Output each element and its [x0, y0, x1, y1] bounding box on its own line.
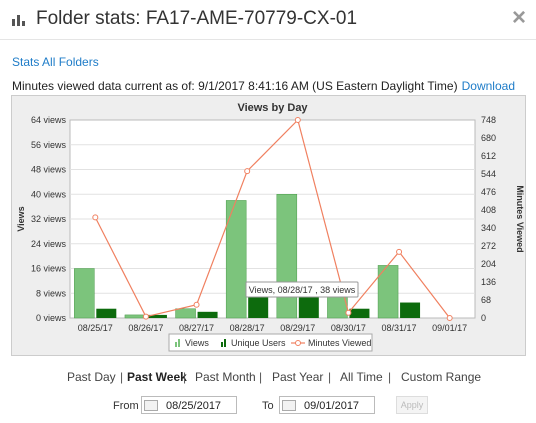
y2-tick-label: 68 [481, 295, 491, 305]
chart-tooltip-text: Views, 08/28/17 , 38 views [249, 285, 356, 295]
unique-users-bar [146, 314, 167, 318]
to-date-value: 09/01/2017 [304, 400, 360, 412]
legend-views-label: Views [185, 338, 209, 348]
x-tick-label: 08/30/17 [331, 323, 366, 333]
range-custom-range[interactable]: Custom Range [401, 370, 482, 384]
views-bar [276, 194, 298, 319]
y2-tick-label: 544 [481, 169, 496, 179]
calendar-icon [282, 400, 296, 411]
range-past-day[interactable]: Past Day [67, 370, 116, 384]
y2-tick-label: 612 [481, 151, 496, 161]
dialog-title: Folder stats: FA17-AME-70779-CX-01 [36, 8, 358, 29]
range-separator: | [328, 370, 332, 384]
legend-unique-swatch [221, 342, 223, 347]
x-tick-label: 08/28/17 [230, 323, 265, 333]
range-past-week[interactable]: Past Week [127, 370, 187, 384]
y2-axis-label: Minutes Viewed [515, 185, 525, 252]
x-tick-label: 08/31/17 [382, 323, 417, 333]
y2-tick-label: 340 [481, 223, 496, 233]
range-past-year[interactable]: Past Year [272, 370, 324, 384]
views-bar [74, 268, 95, 319]
minutes-viewed-line [94, 118, 451, 319]
y2-tick-label: 204 [481, 259, 496, 269]
range-separator: | [120, 370, 124, 384]
views-bar [175, 308, 196, 319]
data-current-note: Minutes viewed data current as of: 9/1/2… [12, 79, 458, 93]
to-label: To [262, 400, 274, 412]
chart-svg: 0 views 8 views 16 views 24 views 32 views 40… [16, 102, 525, 352]
minutes-viewed-point [446, 315, 453, 321]
y-tick-label: 16 views [31, 264, 67, 274]
apply-button[interactable]: Apply [396, 396, 428, 414]
y-axis-label: Views [16, 206, 26, 231]
dialog-header: Folder stats: FA17-AME-70779-CX-01 × [0, 0, 536, 40]
chart-tooltip [245, 281, 359, 298]
minutes-viewed-point [294, 117, 301, 123]
minutes-viewed-point [345, 309, 352, 316]
y-tick-label: 24 views [31, 239, 67, 249]
y-tick-label: 56 views [31, 140, 67, 150]
minutes-viewed-point [142, 313, 149, 320]
range-separator: | [388, 370, 392, 384]
unique-users-bar [400, 302, 421, 318]
range-separator: | [259, 370, 263, 384]
unique-users-bar [349, 308, 370, 318]
y2-tick-label: 272 [481, 241, 496, 251]
y-tick-label: 32 views [31, 214, 67, 224]
from-date-input[interactable]: 08/25/2017 [141, 396, 237, 414]
legend-minutes-swatch [295, 340, 301, 346]
y2-tick-label: 408 [481, 205, 496, 215]
legend-unique-label: Unique Users [231, 338, 286, 348]
range-past-month[interactable]: Past Month [195, 370, 256, 384]
chart-title: Views by Day [237, 102, 308, 114]
x-tick-label: 08/25/17 [78, 323, 113, 333]
legend-views-swatch [178, 339, 180, 347]
from-label: From [113, 400, 139, 412]
legend-minutes-label: Minutes Viewed [308, 338, 371, 348]
close-icon[interactable]: × [511, 4, 526, 31]
x-tick-label: 09/01/17 [432, 323, 467, 333]
minutes-viewed-point [396, 248, 403, 255]
date-range-row: From 08/25/2017 To 09/01/2017 Apply [0, 396, 536, 416]
unique-users-bar [197, 311, 218, 318]
unique-users-bar [248, 296, 269, 318]
calendar-icon [144, 400, 158, 411]
minutes-viewed-point [244, 168, 251, 175]
bar-chart-icon [12, 15, 25, 26]
stats-all-folders-link[interactable]: Stats All Folders [12, 55, 99, 69]
range-all-time[interactable]: All Time [340, 370, 383, 384]
minutes-viewed-point [193, 301, 200, 308]
views-bar [124, 314, 146, 319]
download-link[interactable]: Download [461, 79, 515, 93]
legend-unique-swatch [224, 339, 226, 347]
y-tick-label: 64 views [31, 115, 67, 125]
y-tick-label: 0 views [36, 313, 67, 323]
minutes-viewed-point [92, 214, 99, 221]
range-selector: Past Day | Past Week | Past Month | Past… [0, 370, 536, 386]
views-by-day-chart: 0 views 8 views 16 views 24 views 32 views 40… [11, 95, 526, 356]
y-tick-label: 48 views [31, 165, 67, 175]
range-separator: | [183, 370, 187, 384]
x-tick-label: 08/29/17 [280, 323, 315, 333]
to-date-input[interactable]: 09/01/2017 [279, 396, 375, 414]
y2-tick-label: 748 [481, 115, 496, 125]
y2-tick-label: 680 [481, 133, 496, 143]
y-tick-label: 8 views [36, 288, 67, 298]
chart-legend [168, 333, 373, 352]
y-tick-label: 40 views [31, 189, 67, 199]
y2-tick-label: 136 [481, 277, 496, 287]
x-tick-label: 08/27/17 [179, 323, 214, 333]
unique-users-bar [96, 308, 117, 318]
y2-tick-label: 476 [481, 187, 496, 197]
y2-tick-label: 0 [481, 313, 486, 323]
legend-views-swatch [175, 342, 177, 347]
from-date-value: 08/25/2017 [166, 400, 222, 412]
x-tick-label: 08/26/17 [128, 323, 163, 333]
